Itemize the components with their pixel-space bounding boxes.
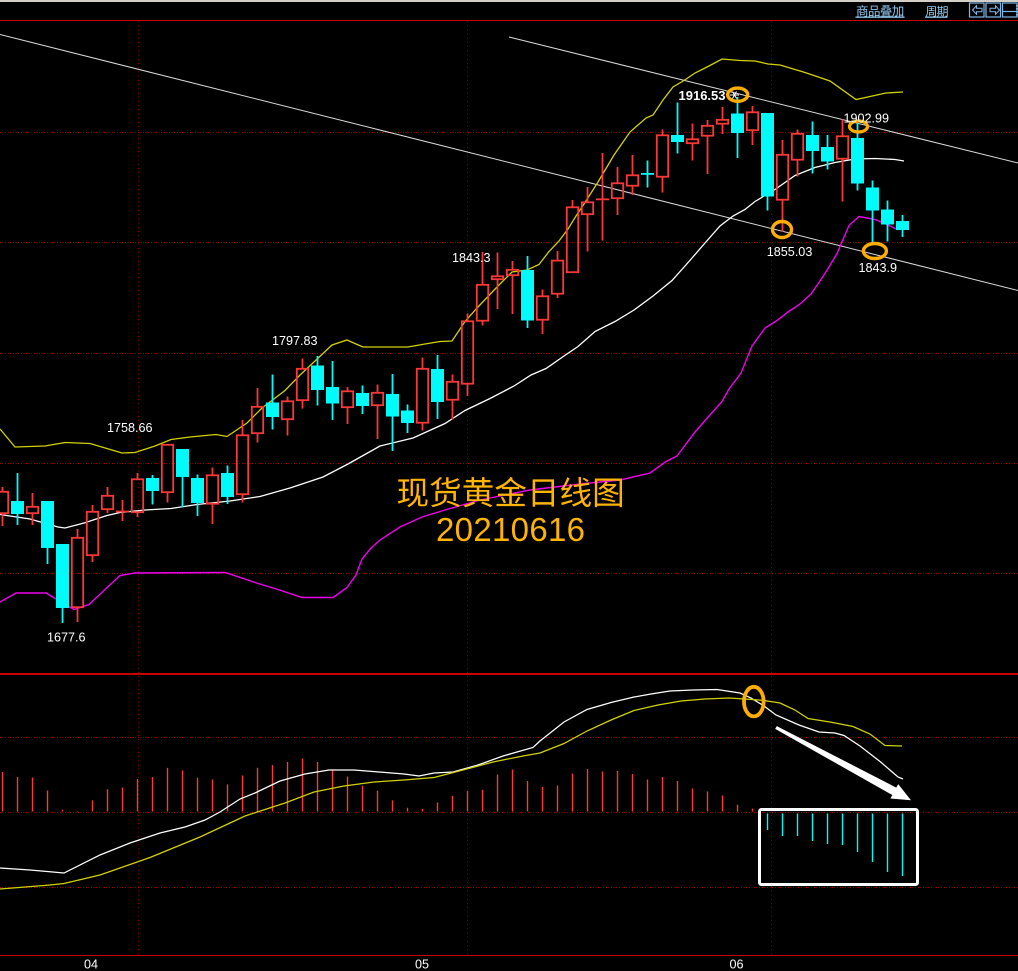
svg-text:20210616: 20210616 [436,511,585,548]
svg-text:1902.99: 1902.99 [844,111,890,125]
svg-text:1677.6: 1677.6 [47,631,86,645]
svg-text:1843.3: 1843.3 [452,251,491,265]
svg-text:06: 06 [729,958,743,971]
svg-text:1797.83: 1797.83 [272,334,318,348]
svg-text:1916.53: 1916.53 [679,88,726,103]
svg-text:04: 04 [84,958,98,971]
svg-text:1855.03: 1855.03 [767,245,813,259]
svg-text:1843.9: 1843.9 [859,261,898,275]
svg-text:05: 05 [415,958,429,971]
svg-text:1758.66: 1758.66 [107,421,153,435]
